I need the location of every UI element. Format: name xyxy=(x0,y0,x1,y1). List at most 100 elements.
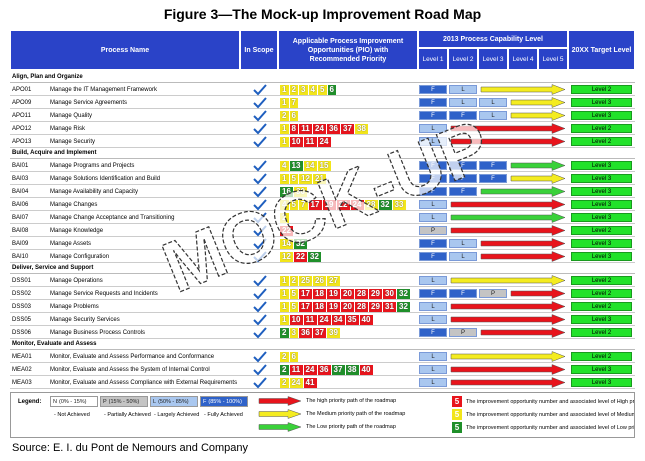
target-level: Level 3 xyxy=(571,187,632,196)
pio-number: 32 xyxy=(294,238,307,249)
process-name: Manage Business Process Controls xyxy=(50,329,146,336)
target-level: Level 3 xyxy=(571,315,632,324)
legend-level-desc: - Fully Achieved xyxy=(204,412,243,418)
process-id: APO12 xyxy=(12,125,32,132)
pio-number: 16 xyxy=(280,186,293,197)
legend-level-text: (85% - 100%) xyxy=(208,398,243,405)
check-mark xyxy=(253,351,267,363)
row-bg xyxy=(10,376,635,389)
pio-number: 18 xyxy=(313,288,326,299)
row-bg xyxy=(10,274,635,287)
legend-number: 5 xyxy=(452,396,462,407)
level-cell: F xyxy=(449,289,477,298)
header-cell: Level 4 xyxy=(508,48,538,70)
roadmap-arrow xyxy=(450,364,566,375)
pio-number: 33 xyxy=(392,199,406,210)
pio-number: 10 xyxy=(289,136,303,147)
check-mark xyxy=(253,377,267,389)
section-title: Deliver, Service and Support xyxy=(10,263,635,274)
process-name: Manage Quality xyxy=(50,112,93,119)
level-cell: L xyxy=(419,315,447,324)
row-bg xyxy=(10,250,635,263)
source: Source: E. I. du Pont de Nemours and Com… xyxy=(12,442,249,454)
level-cell: F xyxy=(479,161,507,170)
target-level: Level 2 xyxy=(571,137,632,146)
pio-number: 6 xyxy=(327,84,336,95)
row-bg xyxy=(10,109,635,122)
row-bg xyxy=(10,96,635,109)
pio-number: 36 xyxy=(317,364,331,375)
process-id: BAI09 xyxy=(12,240,29,247)
process-id: DSS02 xyxy=(12,290,32,297)
legend-level: P (15% - 50%) xyxy=(100,396,148,407)
pio-number: 3 xyxy=(299,84,308,95)
pio-number: 11 xyxy=(303,314,317,325)
level-cell: P xyxy=(479,289,507,298)
process-name: Manage Service Agreements xyxy=(50,99,128,106)
pio-number: 32 xyxy=(397,288,410,299)
title: Figure 3—The Mock-up Improvement Road Ma… xyxy=(163,6,482,22)
pio-number: 30 xyxy=(294,186,307,197)
check-mark xyxy=(253,173,267,185)
pio-number: 38 xyxy=(345,364,359,375)
level-cell: F xyxy=(419,252,447,261)
roadmap-arrow xyxy=(450,136,566,147)
level-cell: L xyxy=(449,252,477,261)
level-cell: F xyxy=(419,328,447,337)
process-id: BAI01 xyxy=(12,162,29,169)
level-cell: F xyxy=(419,239,447,248)
legend-level-text: F xyxy=(203,398,207,405)
process-name: Manage Solutions Identification and Buil… xyxy=(50,175,161,182)
level-cell: L xyxy=(419,137,447,146)
pio-number: 27 xyxy=(327,275,340,286)
pio-number: 3 xyxy=(289,327,298,338)
process-name: Manage Service Requests and Incidents xyxy=(50,290,158,297)
pio-number: 15 xyxy=(317,160,331,171)
pio-number: 36 xyxy=(299,327,312,338)
legend-level-desc: - Partially Achieved xyxy=(104,412,151,418)
process-name: Manage the IT Management Framework xyxy=(50,86,157,93)
process-name: Manage Change Acceptance and Transitioni… xyxy=(50,214,175,221)
target-level: Level 2 xyxy=(571,289,632,298)
pio-number: 1 xyxy=(280,84,289,95)
row-bg xyxy=(10,326,635,339)
level-cell: L xyxy=(479,98,507,107)
roadmap-arrow xyxy=(450,275,566,286)
pio-number: 12 xyxy=(299,173,312,184)
target-level: Level 2 xyxy=(571,276,632,285)
level-cell: F xyxy=(419,111,447,120)
pio-number: 1 xyxy=(280,288,289,299)
pio-number: 12 xyxy=(280,251,293,262)
legend-arrow xyxy=(258,409,302,419)
process-name: Manage Configuration xyxy=(50,253,110,260)
row-bg xyxy=(10,185,635,198)
pio-number: 5 xyxy=(289,301,298,312)
pio-number: 29 xyxy=(369,288,382,299)
pio-number: 26 xyxy=(313,275,326,286)
process-name: Manage Security xyxy=(50,138,96,145)
legend-arrow-text: The high priority path of the roadmap xyxy=(306,398,397,404)
legend-number: 5 xyxy=(452,409,462,420)
level-cell: P xyxy=(419,226,447,235)
pio-number: 29 xyxy=(369,301,382,312)
target-level: Level 2 xyxy=(571,352,632,361)
check-mark xyxy=(253,84,267,96)
process-id: BAI03 xyxy=(12,175,29,182)
level-cell: F xyxy=(449,161,477,170)
pio-number: 24 xyxy=(313,123,326,134)
header-cell: Process Name xyxy=(10,30,240,70)
pio-number: 13 xyxy=(289,160,303,171)
target-level: Level 2 xyxy=(571,328,632,337)
process-name: Monitor, Evaluate and Assess Performance… xyxy=(50,353,215,360)
pio-number: 4 xyxy=(280,160,289,171)
process-name: Manage Security Services xyxy=(50,316,120,323)
header-cell: 2013 Process Capability Level xyxy=(418,30,568,48)
target-level: Level 3 xyxy=(571,365,632,374)
process-name: Monitor, Evaluate and Assess the System … xyxy=(50,366,210,373)
legend-arrow-text: The Medium priority path of the roadmap xyxy=(306,411,406,417)
section-title: Align, Plan and Organize xyxy=(10,72,635,83)
pio-number: 28 xyxy=(364,199,378,210)
roadmap-arrow xyxy=(510,160,566,171)
pio-number: 37 xyxy=(341,123,354,134)
roadmap-arrow xyxy=(510,97,566,108)
